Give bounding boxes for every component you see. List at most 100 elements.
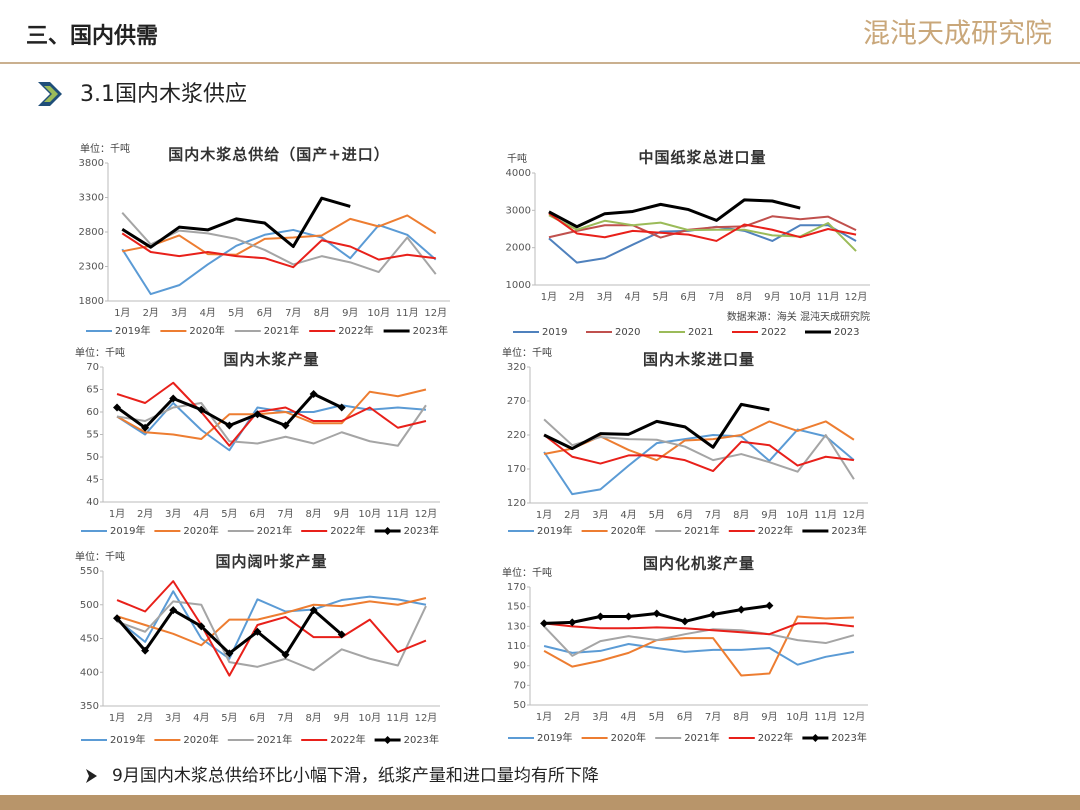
x-tick-label: 3月 — [171, 307, 187, 319]
x-tick-label: 11月 — [817, 291, 840, 303]
x-tick-label: 4月 — [620, 509, 636, 521]
point-marker — [596, 612, 605, 621]
y-tick-label: 70 — [86, 362, 99, 373]
y-tick-label: 400 — [80, 667, 99, 678]
x-tick-label: 4月 — [625, 291, 641, 303]
x-tick-label: 5月 — [649, 711, 665, 723]
series-line — [116, 388, 427, 440]
x-tick-label: 10月 — [789, 291, 812, 303]
unit-label: 单位：千吨 — [75, 550, 125, 563]
chart-title: 国内阔叶浆产量 — [215, 553, 327, 571]
point-marker — [197, 622, 206, 631]
legend-label: 2021年 — [684, 524, 719, 537]
y-tick-label: 2000 — [506, 243, 531, 254]
series-line — [116, 600, 427, 672]
y-tick-label: 1800 — [79, 296, 104, 307]
x-tick-label: 8月 — [305, 712, 321, 724]
x-tick-label: 5月 — [221, 508, 237, 520]
y-tick-label: 110 — [507, 641, 526, 652]
chart-title: 国内化机浆产量 — [643, 555, 755, 573]
x-tick-label: 8月 — [733, 509, 749, 521]
y-tick-label: 550 — [80, 566, 99, 577]
series-line — [116, 590, 427, 660]
chart-title: 国内木浆总供给（国产+进口） — [168, 146, 390, 164]
point-marker — [253, 410, 262, 419]
logo: 混沌天成研究院 — [863, 19, 1052, 50]
legend-label: 2023年 — [404, 733, 439, 746]
series-line — [121, 196, 351, 249]
legend-label: 2021年 — [257, 733, 292, 746]
series-line — [543, 434, 855, 473]
x-tick-label: 11月 — [387, 508, 410, 520]
x-tick-label: 2月 — [569, 291, 585, 303]
series-line — [543, 615, 854, 677]
point-marker — [253, 627, 262, 636]
legend-label: 2020 — [615, 327, 640, 338]
x-tick-label: 6月 — [677, 509, 693, 521]
x-tick-label: 10月 — [358, 508, 381, 520]
point-marker — [225, 649, 234, 658]
y-tick-label: 320 — [507, 362, 526, 373]
x-tick-label: 9月 — [761, 711, 777, 723]
point-marker — [337, 630, 346, 639]
y-tick-label: 40 — [86, 497, 99, 508]
y-tick-label: 130 — [507, 621, 526, 632]
x-tick-label: 6月 — [249, 508, 265, 520]
y-tick-label: 3300 — [79, 193, 104, 204]
point-marker — [652, 609, 661, 618]
x-tick-label: 6月 — [257, 307, 273, 319]
x-tick-label: 8月 — [305, 508, 321, 520]
y-tick-label: 170 — [507, 464, 526, 475]
legend-label: 2020年 — [183, 524, 218, 537]
y-tick-label: 60 — [86, 407, 99, 418]
y-tick-label: 170 — [507, 582, 526, 593]
legend-label: 2019 — [542, 327, 567, 338]
point-marker — [197, 405, 206, 414]
x-tick-label: 1月 — [541, 291, 557, 303]
y-tick-label: 90 — [513, 661, 526, 672]
x-tick-label: 5月 — [221, 712, 237, 724]
series-line — [122, 214, 437, 256]
x-tick-label: 5月 — [652, 291, 668, 303]
point-marker — [624, 612, 633, 621]
point-marker — [540, 619, 549, 628]
x-tick-label: 12月 — [415, 712, 438, 724]
legend-marker — [383, 736, 392, 744]
y-tick-label: 500 — [80, 600, 99, 611]
legend-label: 2022年 — [758, 524, 793, 537]
y-tick-label: 4000 — [506, 168, 531, 179]
x-tick-label: 4月 — [193, 508, 209, 520]
y-tick-label: 3000 — [506, 205, 531, 216]
x-tick-label: 2月 — [137, 508, 153, 520]
source-note: 数据来源：海关 混沌天成研究院 — [727, 310, 870, 323]
x-tick-label: 12月 — [843, 509, 866, 521]
legend-label: 2019年 — [110, 524, 145, 537]
legend-label: 2023年 — [831, 731, 866, 744]
x-tick-label: 4月 — [620, 711, 636, 723]
bullet — [86, 769, 97, 783]
x-tick-label: 8月 — [736, 291, 752, 303]
y-tick-label: 1000 — [506, 280, 531, 291]
y-tick-label: 50 — [513, 700, 526, 711]
unit-label: 单位：千吨 — [502, 566, 552, 579]
x-tick-label: 7月 — [705, 509, 721, 521]
header-title: 三、国内供需 — [26, 23, 158, 49]
x-tick-label: 10月 — [367, 307, 390, 319]
series-line — [548, 214, 857, 252]
x-tick-label: 3月 — [592, 509, 608, 521]
legend-label: 2019年 — [537, 731, 572, 744]
legend-label: 2020年 — [611, 524, 646, 537]
point-marker — [309, 390, 318, 398]
x-tick-label: 12月 — [415, 508, 438, 520]
y-tick-label: 65 — [86, 385, 99, 396]
series-line — [543, 643, 855, 666]
point-marker — [337, 403, 346, 412]
x-tick-label: 9月 — [334, 508, 350, 520]
x-tick-label: 3月 — [592, 711, 608, 723]
legend-label: 2022 — [761, 327, 786, 338]
point-marker — [765, 601, 774, 610]
y-tick-label: 2300 — [79, 262, 104, 273]
x-tick-label: 10月 — [358, 712, 381, 724]
point-marker — [169, 606, 178, 615]
legend-label: 2023年 — [831, 524, 866, 537]
